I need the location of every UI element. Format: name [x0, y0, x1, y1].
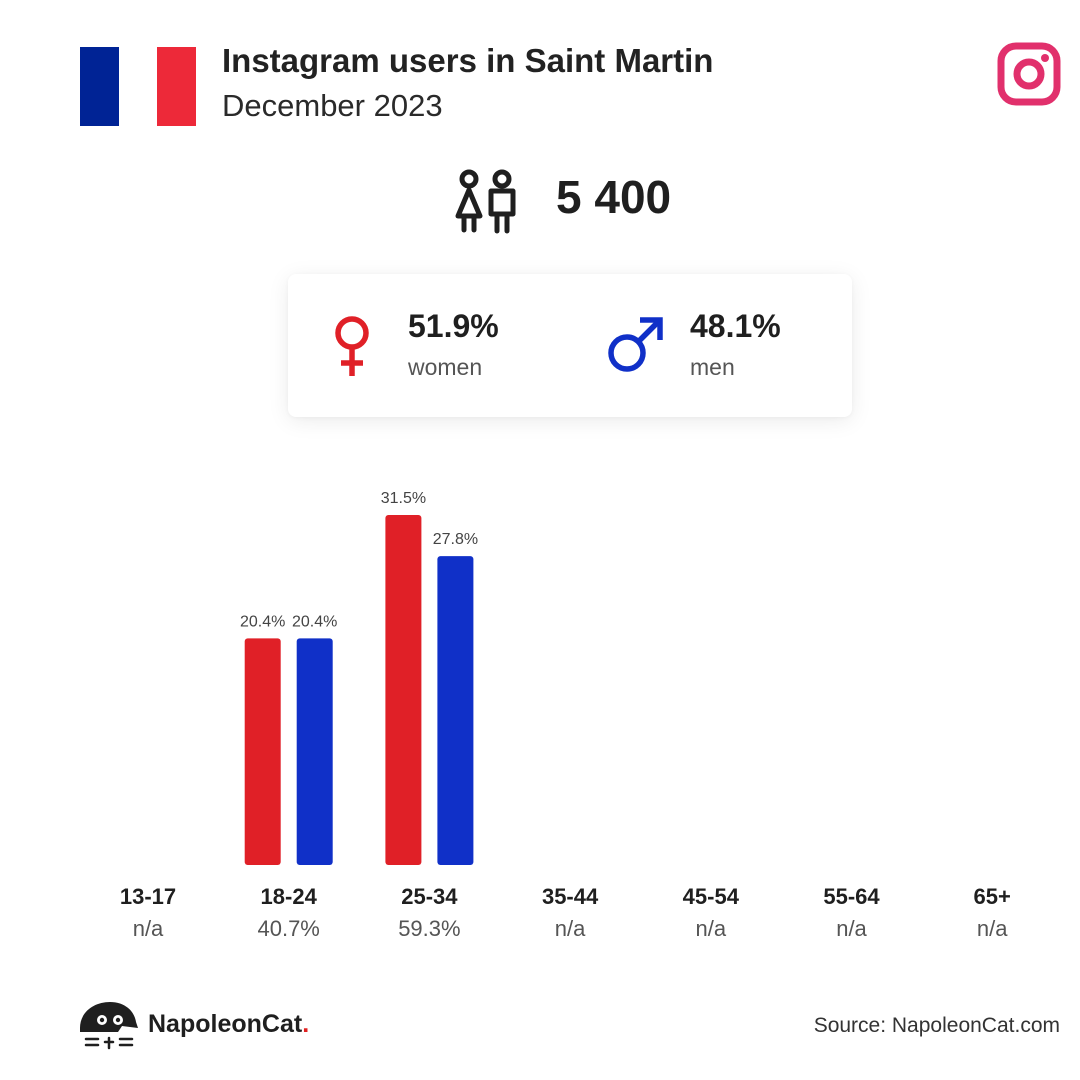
people-icon	[455, 169, 516, 234]
women-percent: 51.9%	[408, 308, 499, 344]
age-share-18-24: 40.7%	[257, 916, 320, 941]
age-share-35-44: n/a	[554, 916, 586, 941]
age-share-55-64: n/a	[836, 916, 867, 941]
tick-label-65+: 65+	[973, 884, 1011, 909]
data-label-18-24-series-1: 20.4%	[240, 613, 285, 630]
age-share-65+: n/a	[976, 916, 1008, 941]
female-symbol-icon	[335, 316, 369, 376]
data-label-18-24-series-2: 20.4%	[292, 613, 337, 630]
age-share-13-17: n/a	[132, 916, 164, 941]
data-label-25-34-series-1: 31.5%	[381, 490, 426, 507]
age-share-45-54: n/a	[695, 916, 727, 941]
flag-stripe-red	[157, 47, 197, 126]
flag-stripe-white	[118, 47, 158, 126]
tick-label-18-24: 18-24	[260, 884, 317, 909]
logo-name: NapoleonCat	[148, 1010, 303, 1038]
tick-label-25-34: 25-34	[401, 884, 458, 909]
men-percent: 48.1%	[690, 308, 781, 344]
napoleoncat-logo-icon	[80, 1002, 138, 1050]
bar-18-24-series-2	[296, 638, 333, 865]
tick-label-55-64: 55-64	[823, 884, 880, 909]
total-users-value: 5 400	[556, 171, 672, 223]
page-subtitle: December 2023	[222, 88, 443, 123]
flag-stripe-blue	[80, 47, 119, 126]
data-label-25-34-series-2: 27.8%	[433, 531, 478, 548]
gender-split-card: 51.9% women 48.1% men	[288, 274, 852, 417]
bar-25-34-series-1	[385, 515, 422, 865]
men-label: men	[690, 354, 735, 380]
logo-dot: .	[302, 1010, 310, 1038]
male-symbol-icon	[608, 317, 663, 372]
tick-label-35-44: 35-44	[541, 884, 599, 909]
bar-18-24-series-1	[244, 638, 281, 865]
instagram-icon	[997, 42, 1061, 106]
women-label: women	[408, 354, 483, 380]
tick-label-45-54: 45-54	[682, 884, 739, 909]
napoleoncat-logo-text: NapoleonCat.	[148, 1010, 309, 1039]
source-credit: Source: NapoleonCat.com	[813, 1014, 1060, 1037]
tick-label-13-17: 13-17	[119, 884, 177, 909]
bar-25-34-series-2	[437, 556, 474, 865]
age-gender-bar-chart: 20.4% 20.4% 31.5% 27.8%	[240, 490, 478, 865]
country-flag	[80, 47, 197, 126]
page-title: Instagram users in Saint Martin	[222, 42, 714, 79]
age-share-25-34: 59.3%	[398, 916, 461, 941]
